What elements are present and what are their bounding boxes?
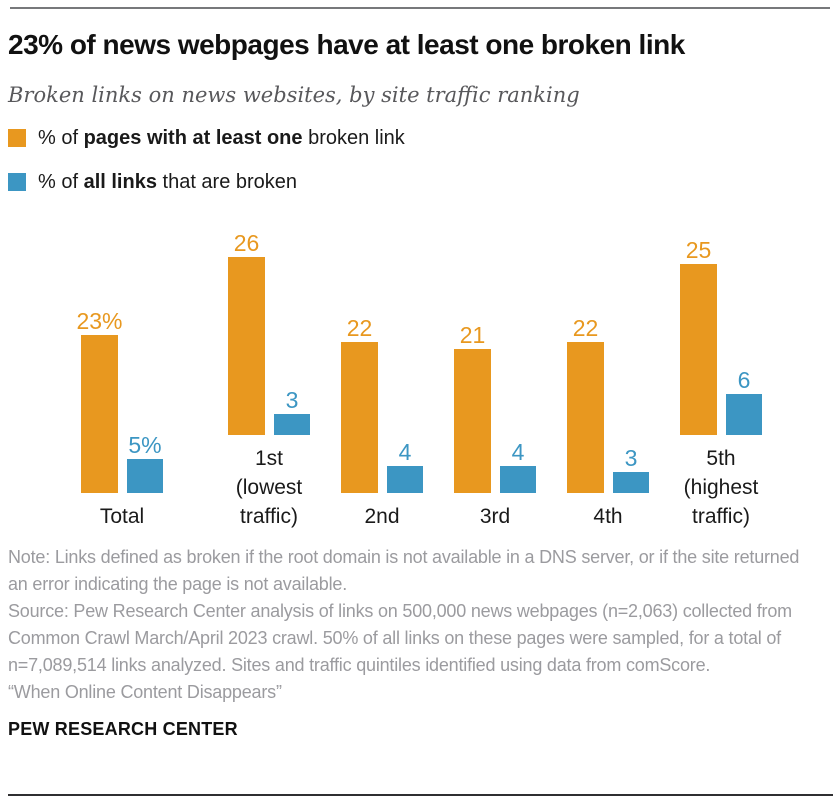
bar-pages-broken-0: 23%	[76, 309, 123, 493]
bar-pages-broken-5: 25	[680, 238, 717, 435]
legend-item-pages: % of pages with at least one broken link	[8, 127, 832, 149]
page-title: 23% of news webpages have at least one b…	[8, 29, 685, 60]
bar-pages-broken-3: 21	[454, 323, 491, 493]
bottom-divider	[8, 794, 833, 796]
value-label: 25	[685, 237, 712, 263]
bar-pair-1: 26 3	[228, 231, 310, 435]
category-label-3: 3rd	[479, 505, 511, 528]
report-title-text: “When Online Content Disappears”	[8, 682, 282, 702]
category-label-2: 2nd	[364, 505, 400, 528]
chart-group-3: 21 4 3rd	[454, 313, 536, 531]
chart-group-2: 22 4 2nd	[341, 313, 423, 531]
bar-links-broken-0: 5%	[127, 433, 163, 493]
bar-links-broken-2: 4	[387, 440, 423, 493]
bar-pair-2: 22 4	[341, 313, 423, 493]
value-label: 21	[459, 322, 486, 348]
bar-pair-5: 25 6	[680, 238, 762, 435]
value-label: 4	[511, 439, 525, 465]
chart-group-4: 22 3 4th	[567, 313, 649, 531]
value-label: 3	[624, 445, 638, 471]
bar-links-broken-4: 3	[613, 446, 649, 493]
value-label: 22	[572, 315, 599, 341]
category-label-4: 4th	[593, 505, 623, 528]
chart-groups: 23% 5% Total 26 3 1st (lowest traffic) 22 4 2nd 21 4…	[76, 231, 832, 531]
value-label: 5%	[128, 432, 162, 458]
bar-pages-broken-2: 22	[341, 316, 378, 493]
chart-group-1: 26 3 1st (lowest traffic)	[228, 231, 310, 531]
legend-item-links: % of all links that are broken	[8, 171, 832, 193]
legend-label-pages: % of pages with at least one broken link	[38, 126, 405, 149]
brand-wordmark: PEW RESEARCH CENTER	[8, 719, 238, 739]
bar-pages-broken-1: 26	[228, 231, 265, 435]
chart-group-0: 23% 5% Total	[76, 309, 163, 531]
bar-links-broken-5: 6	[726, 368, 762, 435]
legend-label-links: % of all links that are broken	[38, 170, 298, 193]
source-text: Source: Pew Research Center analysis of …	[8, 601, 792, 675]
legend-swatch-blue-icon	[8, 173, 26, 191]
top-divider	[10, 7, 830, 9]
bar-links-broken-1: 3	[274, 388, 310, 435]
category-label-1: 1st (lowest traffic)	[235, 447, 303, 528]
bar-pair-3: 21 4	[454, 313, 536, 493]
value-label: 3	[285, 387, 299, 413]
chart-group-5: 25 6 5th (highest traffic)	[680, 238, 762, 531]
bar-pair-4: 22 3	[567, 313, 649, 493]
chart-subtitle: Broken links on news websites, by site t…	[8, 83, 580, 107]
bar-links-broken-3: 4	[500, 440, 536, 493]
chart-legend: % of pages with at least one broken link…	[8, 127, 832, 193]
value-label: 26	[233, 230, 260, 256]
category-label-5: 5th (highest traffic)	[683, 447, 759, 528]
bar-pair-0: 23% 5%	[76, 309, 163, 493]
value-label: 23%	[76, 308, 123, 334]
value-label: 22	[346, 315, 373, 341]
value-label: 4	[398, 439, 412, 465]
note-text: Note: Links defined as broken if the roo…	[8, 547, 800, 594]
chart-footnotes: Note: Links defined as broken if the roo…	[8, 544, 832, 706]
bar-pages-broken-4: 22	[567, 316, 604, 493]
bar-chart: 23% 5% Total 26 3 1st (lowest traffic) 22 4 2nd 21 4…	[76, 231, 832, 531]
value-label: 6	[737, 367, 751, 393]
legend-swatch-orange-icon	[8, 129, 26, 147]
category-label-0: Total	[99, 505, 145, 528]
